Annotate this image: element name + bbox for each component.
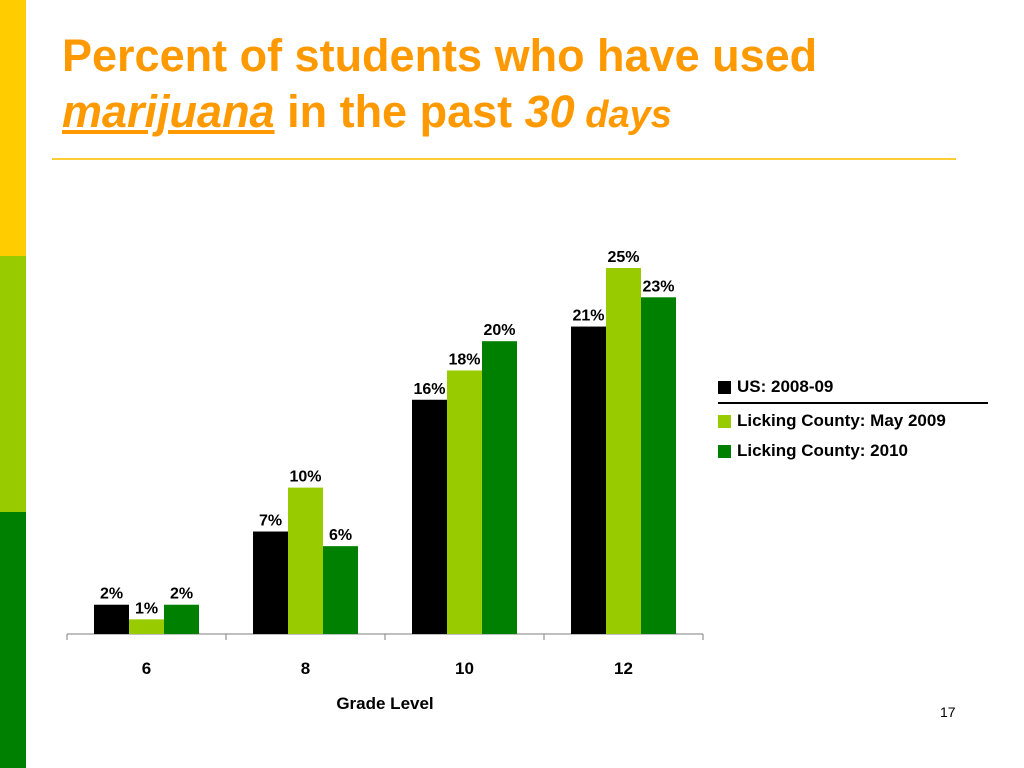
bar-12-series-1 xyxy=(606,268,641,634)
page-number: 17 xyxy=(940,704,956,720)
bar-8-series-2 xyxy=(323,546,358,634)
side-bar-lime xyxy=(0,256,26,512)
bar-10-series-1 xyxy=(447,370,482,634)
bar-6-series-0 xyxy=(94,604,129,634)
bar-12-series-0 xyxy=(571,326,606,634)
data-label: 18% xyxy=(448,351,480,368)
bar-8-series-0 xyxy=(253,531,288,634)
x-tick-label: 8 xyxy=(301,659,310,678)
chart-legend: US: 2008-09 Licking County: May 2009 Lic… xyxy=(718,372,998,466)
data-label: 21% xyxy=(572,308,604,325)
data-label: 20% xyxy=(483,322,515,339)
legend-swatch-us xyxy=(718,380,731,394)
side-bar-green xyxy=(0,512,26,768)
bar-6-series-1 xyxy=(129,619,164,634)
title-line1: Percent of students who have used xyxy=(62,30,818,81)
title-middle: in the past xyxy=(274,86,525,137)
data-label: 2% xyxy=(100,586,123,603)
x-tick-label: 10 xyxy=(455,659,474,678)
legend-label-us: US: 2008-09 xyxy=(737,377,834,396)
data-label: 23% xyxy=(642,278,674,295)
legend-item-2010: Licking County: 2010 xyxy=(718,436,998,466)
bar-8-series-1 xyxy=(288,487,323,634)
data-label: 10% xyxy=(289,469,321,486)
title-keyword: marijuana xyxy=(62,86,275,137)
side-bar-yellow xyxy=(0,0,26,256)
legend-label-2010: Licking County: 2010 xyxy=(737,441,908,460)
data-label: 1% xyxy=(135,600,158,617)
legend-swatch-2010 xyxy=(718,444,731,458)
legend-item-us: US: 2008-09 xyxy=(718,372,998,402)
bar-10-series-0 xyxy=(412,399,447,634)
data-label: 25% xyxy=(607,249,639,266)
data-label: 7% xyxy=(259,513,282,530)
legend-divider xyxy=(718,402,988,404)
bar-6-series-2 xyxy=(164,604,199,634)
slide-title: Percent of students who have used mariju… xyxy=(62,28,962,143)
data-label: 2% xyxy=(170,586,193,603)
title-days: days xyxy=(574,94,672,136)
bar-10-series-2 xyxy=(482,341,517,634)
legend-swatch-may2009 xyxy=(718,414,731,428)
title-rule xyxy=(52,158,956,160)
legend-label-may2009: Licking County: May 2009 xyxy=(737,411,946,430)
legend-item-may2009: Licking County: May 2009 xyxy=(718,406,998,436)
bar-12-series-2 xyxy=(641,297,676,634)
x-axis-title: Grade Level xyxy=(336,694,433,713)
x-tick-label: 6 xyxy=(142,659,151,678)
data-label: 6% xyxy=(329,527,352,544)
title-number: 30 xyxy=(524,86,575,137)
data-label: 16% xyxy=(413,381,445,398)
x-tick-label: 12 xyxy=(614,659,633,678)
